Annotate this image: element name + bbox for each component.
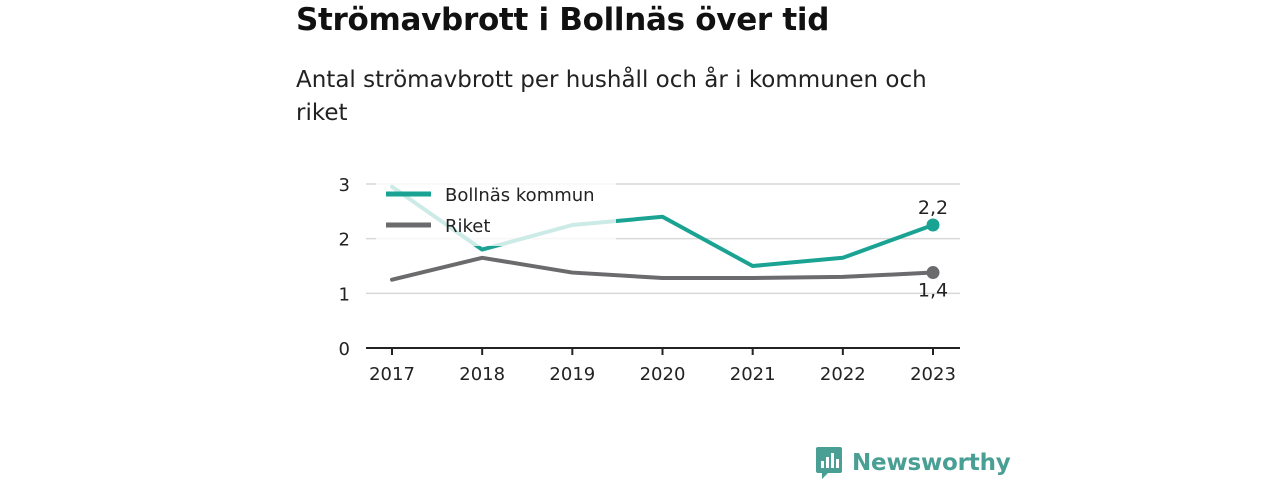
series-line-riket [390,255,935,282]
newsworthy-logo-icon [816,447,842,479]
end-point [926,266,940,280]
x-tick-label: 2019 [549,364,595,385]
legend-backdrop [376,172,616,246]
brand: Newsworthy [815,446,1011,480]
line-chart: 0 1 2 3 2017 2018 2019 2020 2021 2022 2023 Bollnäs … [338,172,960,385]
chart-title: Strömavbrott i Bollnäs över tid [296,2,830,38]
y-tick-label: 2 [339,230,350,251]
x-tick-label: 2018 [459,364,505,385]
y-tick-label: 1 [339,284,350,305]
x-tick-label: 2020 [640,364,686,385]
brand-name: Newsworthy [852,450,1011,476]
end-point [926,218,940,232]
x-tick-label: 2017 [369,364,415,385]
series-line-bollnas [390,184,935,268]
legend-label: Bollnäs kommun [445,185,595,206]
y-tick-label: 3 [339,175,350,196]
x-tick-label: 2023 [910,364,956,385]
y-tick-label: 0 [339,339,350,360]
end-label-riket: 1,4 [918,280,948,302]
x-tick-label: 2021 [730,364,776,385]
x-tick-label: 2022 [820,364,866,385]
chart-subtitle: Antal strömavbrott per hushåll och år i … [296,67,927,126]
legend-label: Riket [445,216,490,237]
end-label-bollnas: 2,2 [918,197,948,219]
